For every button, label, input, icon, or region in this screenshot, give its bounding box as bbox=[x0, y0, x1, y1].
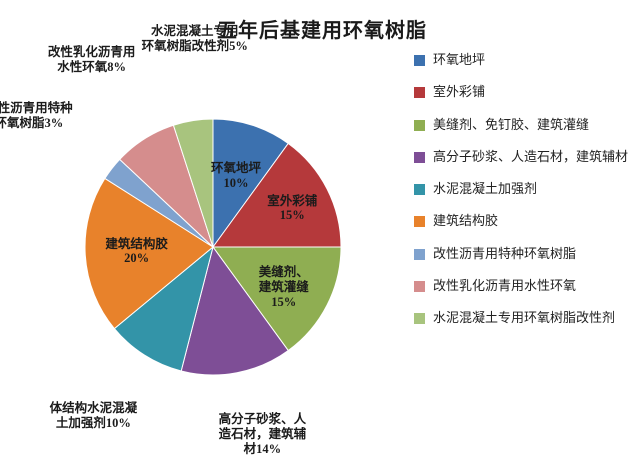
pie-slice[interactable] bbox=[212, 246, 342, 352]
pie-slice[interactable] bbox=[84, 177, 214, 330]
pie-slice-percent: 8% bbox=[107, 59, 127, 74]
legend-item[interactable]: 改性乳化沥青用水性环氧 bbox=[414, 278, 644, 294]
pie-slice-percent: 10% bbox=[105, 416, 131, 431]
legend-swatch-icon bbox=[414, 184, 425, 195]
legend-swatch-icon bbox=[414, 55, 425, 66]
legend-item[interactable]: 改性沥青用特种环氧树脂 bbox=[414, 246, 644, 262]
pie-slice[interactable] bbox=[113, 245, 214, 372]
legend-item-label: 水泥混凝土加强剂 bbox=[433, 181, 538, 196]
pie-slice[interactable] bbox=[212, 142, 342, 248]
pie-slice-label-text: 改性沥青用特种 环氧树脂 bbox=[0, 100, 73, 130]
pie-slice-label: 改性沥青用特种 环氧树脂3% bbox=[0, 101, 73, 131]
legend-item-label: 环氧地坪 bbox=[433, 52, 486, 67]
legend-swatch-icon bbox=[414, 119, 425, 131]
legend-item-label: 室外彩铺 bbox=[433, 84, 486, 100]
legend-swatch-icon bbox=[414, 313, 425, 324]
pie-slice-group bbox=[84, 118, 342, 376]
legend: 环氧地坪室外彩铺美缝剂、免钉胶、建筑灌缝高分子砂浆、人造石材，建筑辅材 水泥混凝土… bbox=[414, 52, 644, 342]
pie-slice-percent: 3% bbox=[44, 115, 64, 130]
legend-swatch-icon bbox=[414, 216, 425, 228]
pie-slice[interactable] bbox=[172, 118, 214, 248]
page-title: 五年后基建用环氧树脂 bbox=[217, 20, 427, 42]
legend-item[interactable]: 高分子砂浆、人造石材，建筑辅材 bbox=[414, 149, 644, 165]
legend-swatch-icon bbox=[414, 87, 425, 99]
legend-item-label: 改性乳化沥青用水性环氧 bbox=[433, 277, 577, 293]
legend-swatch-icon bbox=[414, 151, 425, 163]
pie-slice-label: 高分子砂浆、人 造石材，建筑辅 材14% bbox=[219, 412, 307, 457]
pie-slice-percent: 5% bbox=[229, 38, 248, 53]
pie-slice-percent: 14% bbox=[256, 442, 282, 457]
pie-chart-area: 环氧地坪 10% 室外彩铺 15% 美缝剂、 建筑灌缝 15% 高分子砂浆、人 造石材，建筑… bbox=[0, 24, 342, 456]
legend-item[interactable]: 水泥混凝土加强剂 bbox=[414, 181, 644, 197]
chart-page: 五年后基建用环氧树脂 环氧地坪 10% 室外彩铺 15% 美缝剂、 建筑灌缝 15% 高分子… bbox=[0, 20, 644, 456]
legend-item[interactable]: 水泥混凝土专用环氧树脂改性剂 bbox=[414, 310, 644, 326]
legend-item-label: 水泥混凝土专用环氧树脂改性剂 bbox=[433, 310, 616, 325]
pie-slice[interactable] bbox=[212, 118, 289, 249]
pie-chart-svg bbox=[84, 118, 342, 376]
pie-slice-label-text: 改性乳化沥青用 水性环氧 bbox=[47, 44, 136, 74]
legend-item-label: 改性沥青用特种环氧树脂 bbox=[433, 245, 577, 261]
pie-slice-label: 改性乳化沥青用 水性环氧8% bbox=[48, 45, 136, 75]
legend-swatch-icon bbox=[414, 280, 425, 292]
pie-slice-label-text: 体结构水泥混凝 土加强剂 bbox=[49, 401, 138, 431]
legend-item[interactable]: 建筑结构胶 bbox=[414, 213, 644, 229]
legend-item[interactable]: 环氧地坪 bbox=[414, 52, 644, 68]
legend-item[interactable]: 室外彩铺 bbox=[414, 84, 644, 100]
legend-item-label: 美缝剂、免钉胶、建筑灌缝 bbox=[433, 116, 590, 132]
legend-item[interactable]: 美缝剂、免钉胶、建筑灌缝 bbox=[414, 117, 644, 133]
pie-slice-label: 体结构水泥混凝 土加强剂10% bbox=[50, 401, 138, 431]
legend-item-label: 建筑结构胶 bbox=[433, 213, 499, 229]
pie-slice[interactable] bbox=[180, 245, 289, 376]
legend-item-label: 高分子砂浆、人造石材，建筑辅材 bbox=[433, 148, 629, 164]
pie-slice-label-text: 水泥混凝土专用 环氧树脂改性剂 bbox=[141, 23, 239, 53]
pie-slice-label: 水泥混凝土专用 环氧树脂改性剂5% bbox=[142, 24, 248, 54]
legend-swatch-icon bbox=[414, 248, 425, 260]
